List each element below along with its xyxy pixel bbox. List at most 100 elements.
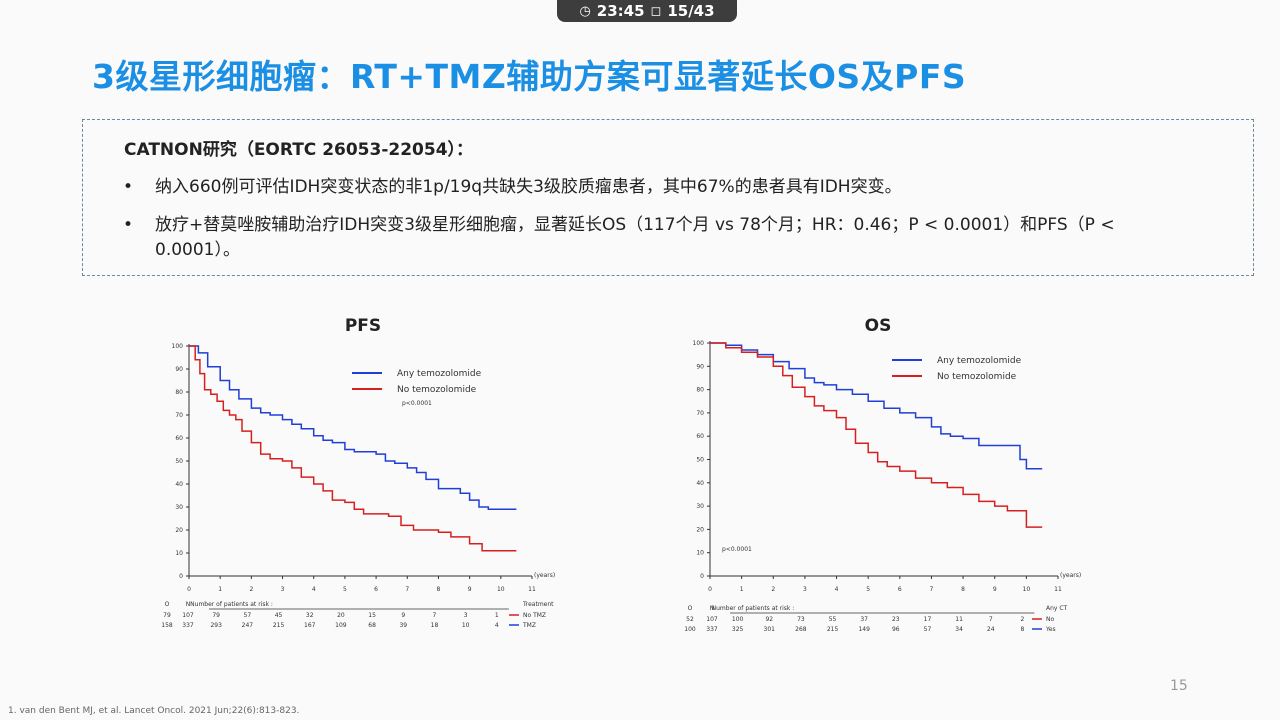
os-risk-count: 17	[924, 616, 932, 623]
os-risk-count: 24	[987, 626, 995, 633]
pfs-risk-count: 15	[368, 612, 376, 619]
os-x-tick-label: 0	[708, 586, 712, 593]
os-y-tick-label: 80	[696, 387, 704, 394]
pfs-risk-count: 10	[462, 622, 470, 629]
os-risk-count: 149	[858, 626, 870, 633]
pfs-risk-count: 20	[337, 612, 345, 619]
pfs-chart-title: PFS	[344, 316, 382, 336]
os-risk-count: 96	[892, 626, 900, 633]
os-risk-count: 268	[795, 626, 807, 633]
pfs-x-tick-label: 7	[405, 586, 409, 593]
pfs-risk-col-n: N	[186, 601, 191, 608]
pfs-y-tick-label: 0	[179, 573, 183, 580]
page-icon: ◻	[650, 3, 662, 19]
study-info-box: CATNON研究（EORTC 26053-22054）： • 纳入660例可评估…	[82, 119, 1254, 276]
pfs-x-tick-label: 3	[281, 586, 285, 593]
pfs-x-unit: (years)	[534, 572, 555, 579]
os-x-tick-label: 7	[930, 586, 934, 593]
page-number: 15	[1170, 678, 1188, 694]
bullet-text: 放疗+替莫唑胺辅助治疗IDH突变3级星形细胞瘤，显著延长OS（117个月 vs …	[155, 215, 1115, 260]
pfs-risk-count: 4	[495, 622, 499, 629]
pfs-risk-count: 215	[273, 622, 285, 629]
pfs-risk-count: 57	[244, 612, 252, 619]
os-legend-label: No temozolomide	[937, 372, 1017, 382]
os-risk-count: 34	[955, 626, 963, 633]
os-risk-col-o: O	[688, 605, 693, 612]
pfs-risk-n-value: 337	[182, 622, 194, 629]
os-x-tick-label: 8	[961, 586, 965, 593]
os-risk-row-label: No	[1046, 616, 1054, 623]
os-risk-col-n: N	[710, 605, 715, 612]
os-risk-count: 100	[732, 616, 744, 623]
status-page: 15/43	[667, 2, 715, 20]
pfs-risk-count: 68	[368, 622, 376, 629]
footnote: 1. van den Bent MJ, et al. Lancet Oncol.…	[8, 706, 300, 716]
pfs-risk-count: 293	[210, 622, 222, 629]
pfs-risk-count: 109	[335, 622, 347, 629]
os-risk-header: Number of patients at risk :	[712, 605, 795, 612]
pfs-x-tick-label: 11	[528, 586, 536, 593]
os-x-tick-label: 1	[740, 586, 744, 593]
os-y-tick-label: 30	[696, 503, 704, 510]
pfs-x-tick-label: 8	[437, 586, 441, 593]
os-risk-group-header: Any CT	[1046, 605, 1068, 612]
os-y-tick-label: 20	[696, 526, 704, 533]
os-risk-count: 57	[924, 626, 932, 633]
pfs-risk-n-value: 107	[182, 612, 194, 619]
pfs-y-tick-label: 10	[175, 550, 183, 557]
pfs-risk-count: 247	[242, 622, 254, 629]
pfs-risk-count: 167	[304, 622, 316, 629]
os-y-tick-label: 70	[696, 410, 704, 417]
os-x-tick-label: 9	[993, 586, 997, 593]
os-risk-row-label: Yes	[1045, 626, 1056, 633]
os-risk-count: 325	[732, 626, 744, 633]
pfs-y-tick-label: 100	[172, 343, 184, 350]
os-risk-o-value: 100	[684, 626, 696, 633]
pfs-legend-label: Any temozolomide	[397, 369, 482, 379]
os-y-tick-label: 50	[696, 457, 704, 464]
os-y-tick-label: 100	[693, 340, 705, 347]
os-risk-count: 92	[765, 616, 773, 623]
os-risk-n-value: 337	[706, 626, 718, 633]
pfs-y-tick-label: 30	[175, 504, 183, 511]
pfs-risk-count: 7	[433, 612, 437, 619]
status-bar: ◷ 23:45 ◻ 15/43	[557, 0, 737, 22]
pfs-x-tick-label: 0	[187, 586, 191, 593]
pfs-risk-count: 79	[212, 612, 220, 619]
pfs-x-tick-label: 9	[468, 586, 472, 593]
os-risk-o-value: 52	[686, 616, 694, 623]
os-chart-title: OS	[864, 316, 892, 336]
pfs-risk-count: 18	[431, 622, 439, 629]
clock-icon: ◷	[579, 3, 591, 19]
os-risk-count: 23	[892, 616, 900, 623]
pfs-y-tick-label: 70	[175, 412, 183, 419]
os-risk-count: 11	[955, 616, 963, 623]
os-y-tick-label: 60	[696, 433, 704, 440]
bullet-text: 纳入660例可评估IDH突变状态的非1p/19q共缺失3级胶质瘤患者，其中67%…	[155, 177, 902, 197]
os-risk-count: 215	[827, 626, 839, 633]
bullet-symbol: •	[123, 215, 134, 235]
pfs-y-tick-label: 20	[175, 527, 183, 534]
pfs-p-value: p<0.0001	[402, 400, 432, 407]
pfs-x-tick-label: 5	[343, 586, 347, 593]
os-y-tick-label: 40	[696, 480, 704, 487]
os-risk-n-value: 107	[706, 616, 718, 623]
os-p-value: p<0.0001	[722, 546, 752, 553]
os-y-tick-label: 0	[700, 573, 704, 580]
pfs-risk-col-o: O	[165, 601, 170, 608]
pfs-risk-count: 1	[495, 612, 499, 619]
pfs-y-tick-label: 60	[175, 435, 183, 442]
pfs-y-tick-label: 80	[175, 389, 183, 396]
study-title: CATNON研究（EORTC 26053-22054）：	[124, 140, 474, 160]
pfs-x-tick-label: 2	[249, 586, 253, 593]
os-x-tick-label: 11	[1054, 586, 1062, 593]
pfs-risk-count: 9	[401, 612, 405, 619]
pfs-legend-label: No temozolomide	[397, 385, 477, 395]
pfs-series-any-tmz-line	[189, 345, 517, 511]
pfs-series-no-tmz-line	[189, 345, 517, 552]
pfs-risk-row-label: No TMZ	[523, 612, 546, 619]
slide-title: 3级星形细胞瘤：RT+TMZ辅助方案可显著延长OS及PFS	[92, 57, 967, 96]
pfs-risk-count: 32	[306, 612, 314, 619]
os-x-unit: (years)	[1060, 572, 1081, 579]
